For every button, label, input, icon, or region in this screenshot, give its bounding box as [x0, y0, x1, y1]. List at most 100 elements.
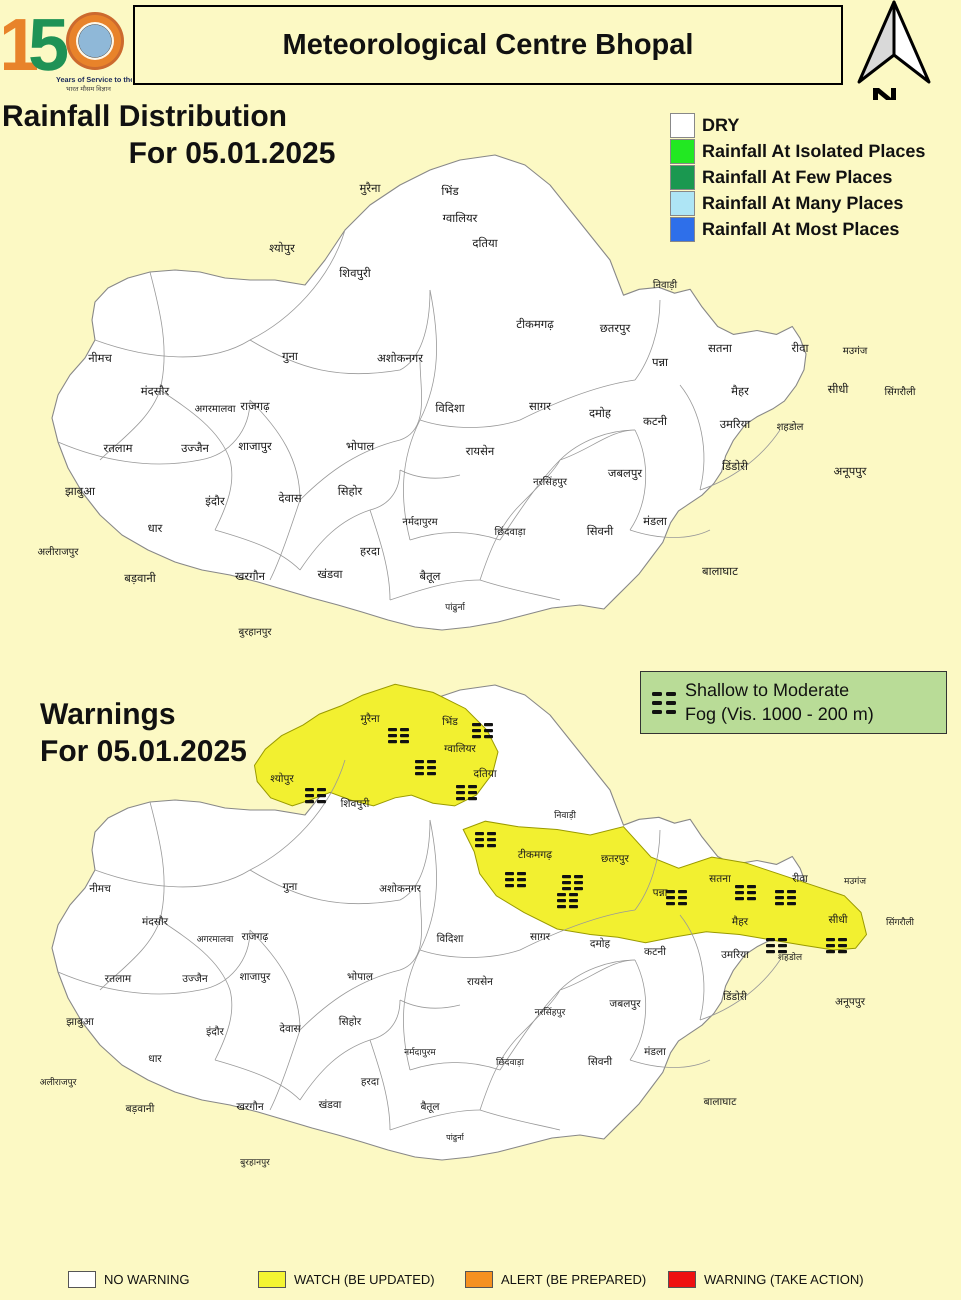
svg-text:निवाड़ी: निवाड़ी — [554, 809, 576, 820]
svg-text:टीकमगढ़: टीकमगढ़ — [518, 848, 553, 861]
svg-text:उमरिया: उमरिया — [720, 417, 752, 431]
svg-text:जबलपुर: जबलपुर — [608, 468, 642, 481]
svg-text:भोपाल: भोपाल — [347, 970, 374, 983]
svg-text:पन्ना: पन्ना — [653, 887, 668, 899]
svg-text:5: 5 — [28, 4, 69, 86]
svg-text:उज्जैन: उज्जैन — [181, 441, 209, 455]
svg-text:बैतूल: बैतूल — [420, 1100, 440, 1113]
svg-text:भिंड: भिंड — [441, 184, 459, 198]
svg-text:पांढुर्ना: पांढुर्ना — [446, 1132, 465, 1143]
svg-text:धार: धार — [148, 523, 163, 535]
svg-text:ग्वालियर: ग्वालियर — [443, 211, 478, 225]
svg-text:धार: धार — [148, 1053, 162, 1065]
svg-text:नीमच: नीमच — [89, 882, 111, 895]
svg-text:विदिशा: विदिशा — [437, 932, 464, 945]
svg-text:भोपाल: भोपाल — [346, 439, 375, 453]
svg-text:अगरमालवा: अगरमालवा — [195, 404, 236, 415]
svg-text:रीवा: रीवा — [792, 872, 808, 885]
svg-text:श्योपुर: श्योपुर — [270, 772, 294, 785]
svg-text:मंडला: मंडला — [644, 1046, 666, 1058]
svg-text:शाजापुर: शाजापुर — [240, 971, 271, 983]
svg-text:अनूपपुर: अनूपपुर — [835, 996, 866, 1008]
svg-text:अलीराजपुर: अलीराजपुर — [40, 1076, 77, 1088]
svg-text:शाजापुर: शाजापुर — [238, 441, 272, 454]
svg-text:देवास: देवास — [278, 491, 301, 505]
svg-text:सीधी: सीधी — [829, 913, 848, 926]
svg-text:अगरमालवा: अगरमालवा — [197, 934, 234, 944]
svg-text:बुरहानपुर: बुरहानपुर — [238, 627, 272, 638]
svg-text:शिवपुरी: शिवपुरी — [341, 797, 370, 810]
svg-text:बालाघाट: बालाघाट — [702, 566, 738, 578]
svg-text:सागर: सागर — [530, 931, 551, 943]
svg-text:रायसेन: रायसेन — [467, 975, 493, 988]
svg-text:झाबुआ: झाबुआ — [65, 486, 95, 499]
svg-text:खरगौन: खरगौन — [235, 569, 266, 583]
svg-text:छिंदवाड़ा: छिंदवाड़ा — [496, 1056, 525, 1067]
svg-text:कटनी: कटनी — [643, 414, 668, 428]
svg-text:दतिया: दतिया — [473, 767, 496, 780]
svg-text:भिंड: भिंड — [442, 715, 458, 728]
svg-text:गुना: गुना — [283, 881, 298, 893]
svg-text:सिहोर: सिहोर — [338, 484, 363, 498]
svg-text:हरदा: हरदा — [360, 546, 381, 558]
svg-text:दतिया: दतिया — [472, 236, 498, 250]
svg-text:मंदसौर: मंदसौर — [141, 384, 170, 398]
svg-text:मउगंज: मउगंज — [844, 876, 866, 886]
svg-text:मैहर: मैहर — [731, 384, 749, 398]
svg-text:मुरैना: मुरैना — [360, 181, 382, 196]
svg-text:नर्मदापुरम: नर्मदापुरम — [402, 516, 438, 528]
svg-text:शहडोल: शहडोल — [777, 421, 804, 433]
svg-text:रायसेन: रायसेन — [466, 444, 495, 458]
svg-text:टीकमगढ़: टीकमगढ़ — [516, 317, 554, 331]
svg-text:Years of Service to the Nation: Years of Service to the Nation — [56, 75, 132, 84]
svg-text:नीमच: नीमच — [88, 351, 112, 365]
svg-text:सिवनी: सिवनी — [587, 524, 615, 538]
svg-text:नरसिंहपुर: नरसिंहपुर — [535, 1006, 566, 1018]
svg-text:पन्ना: पन्ना — [652, 357, 669, 369]
svg-text:मैहर: मैहर — [732, 915, 749, 928]
svg-text:सतना: सतना — [709, 873, 731, 885]
svg-text:मंडला: मंडला — [643, 515, 668, 528]
svg-text:खरगौन: खरगौन — [236, 1100, 264, 1113]
svg-text:रीवा: रीवा — [791, 341, 809, 355]
svg-text:खंडवा: खंडवा — [319, 1099, 342, 1111]
svg-text:इंदौर: इंदौर — [206, 1025, 224, 1038]
svg-text:ग्वालियर: ग्वालियर — [444, 742, 476, 755]
svg-text:कटनी: कटनी — [644, 945, 666, 958]
svg-text:नरसिंहपुर: नरसिंहपुर — [533, 476, 568, 488]
svg-text:बालाघाट: बालाघाट — [704, 1096, 737, 1108]
svg-text:बैतूल: बैतूल — [420, 569, 441, 584]
svg-text:पांढुर्ना: पांढुर्ना — [445, 601, 466, 613]
svg-text:जबलपुर: जबलपुर — [609, 998, 641, 1010]
svg-text:अलीराजपुर: अलीराजपुर — [38, 546, 80, 558]
svg-text:हरदा: हरदा — [361, 1076, 379, 1088]
svg-text:इंदौर: इंदौर — [205, 494, 225, 508]
svg-text:दमोह: दमोह — [590, 937, 611, 950]
svg-text:सिहोर: सिहोर — [339, 1015, 362, 1028]
svg-text:झाबुआ: झाबुआ — [66, 1016, 94, 1028]
svg-text:बुरहानपुर: बुरहानपुर — [240, 1157, 270, 1168]
svg-text:अशोकनगर: अशोकनगर — [377, 351, 423, 365]
svg-text:अनूपपुर: अनूपपुर — [834, 466, 867, 479]
svg-text:सिंगरौली: सिंगरौली — [884, 386, 915, 398]
svg-text:नर्मदापुरम: नर्मदापुरम — [404, 1046, 436, 1058]
svg-text:रतलाम: रतलाम — [105, 973, 132, 985]
svg-text:डिंडोरी: डिंडोरी — [723, 990, 747, 1003]
svg-text:राजगढ़: राजगढ़ — [240, 401, 270, 413]
svg-text:मउगंज: मउगंज — [843, 345, 868, 357]
svg-text:गुना: गुना — [282, 351, 299, 364]
svg-text:उज्जैन: उज्जैन — [182, 972, 208, 985]
svg-text:बड़वानी: बड़वानी — [124, 571, 156, 585]
svg-text:सागर: सागर — [529, 401, 551, 413]
svg-text:विदिशा: विदिशा — [435, 401, 465, 415]
svg-text:निवाड़ी: निवाड़ी — [653, 279, 678, 291]
svg-text:रतलाम: रतलाम — [104, 443, 134, 455]
svg-text:शिवपुरी: शिवपुरी — [339, 266, 371, 281]
svg-text:मुरैना: मुरैना — [360, 712, 379, 725]
svg-text:उमरिया: उमरिया — [721, 948, 749, 961]
svg-text:देवास: देवास — [279, 1022, 301, 1035]
svg-text:अशोकनगर: अशोकनगर — [379, 882, 422, 895]
svg-text:छतरपुर: छतरपुर — [601, 853, 630, 865]
svg-text:दमोह: दमोह — [589, 406, 612, 420]
svg-text:सीधी: सीधी — [828, 382, 850, 396]
